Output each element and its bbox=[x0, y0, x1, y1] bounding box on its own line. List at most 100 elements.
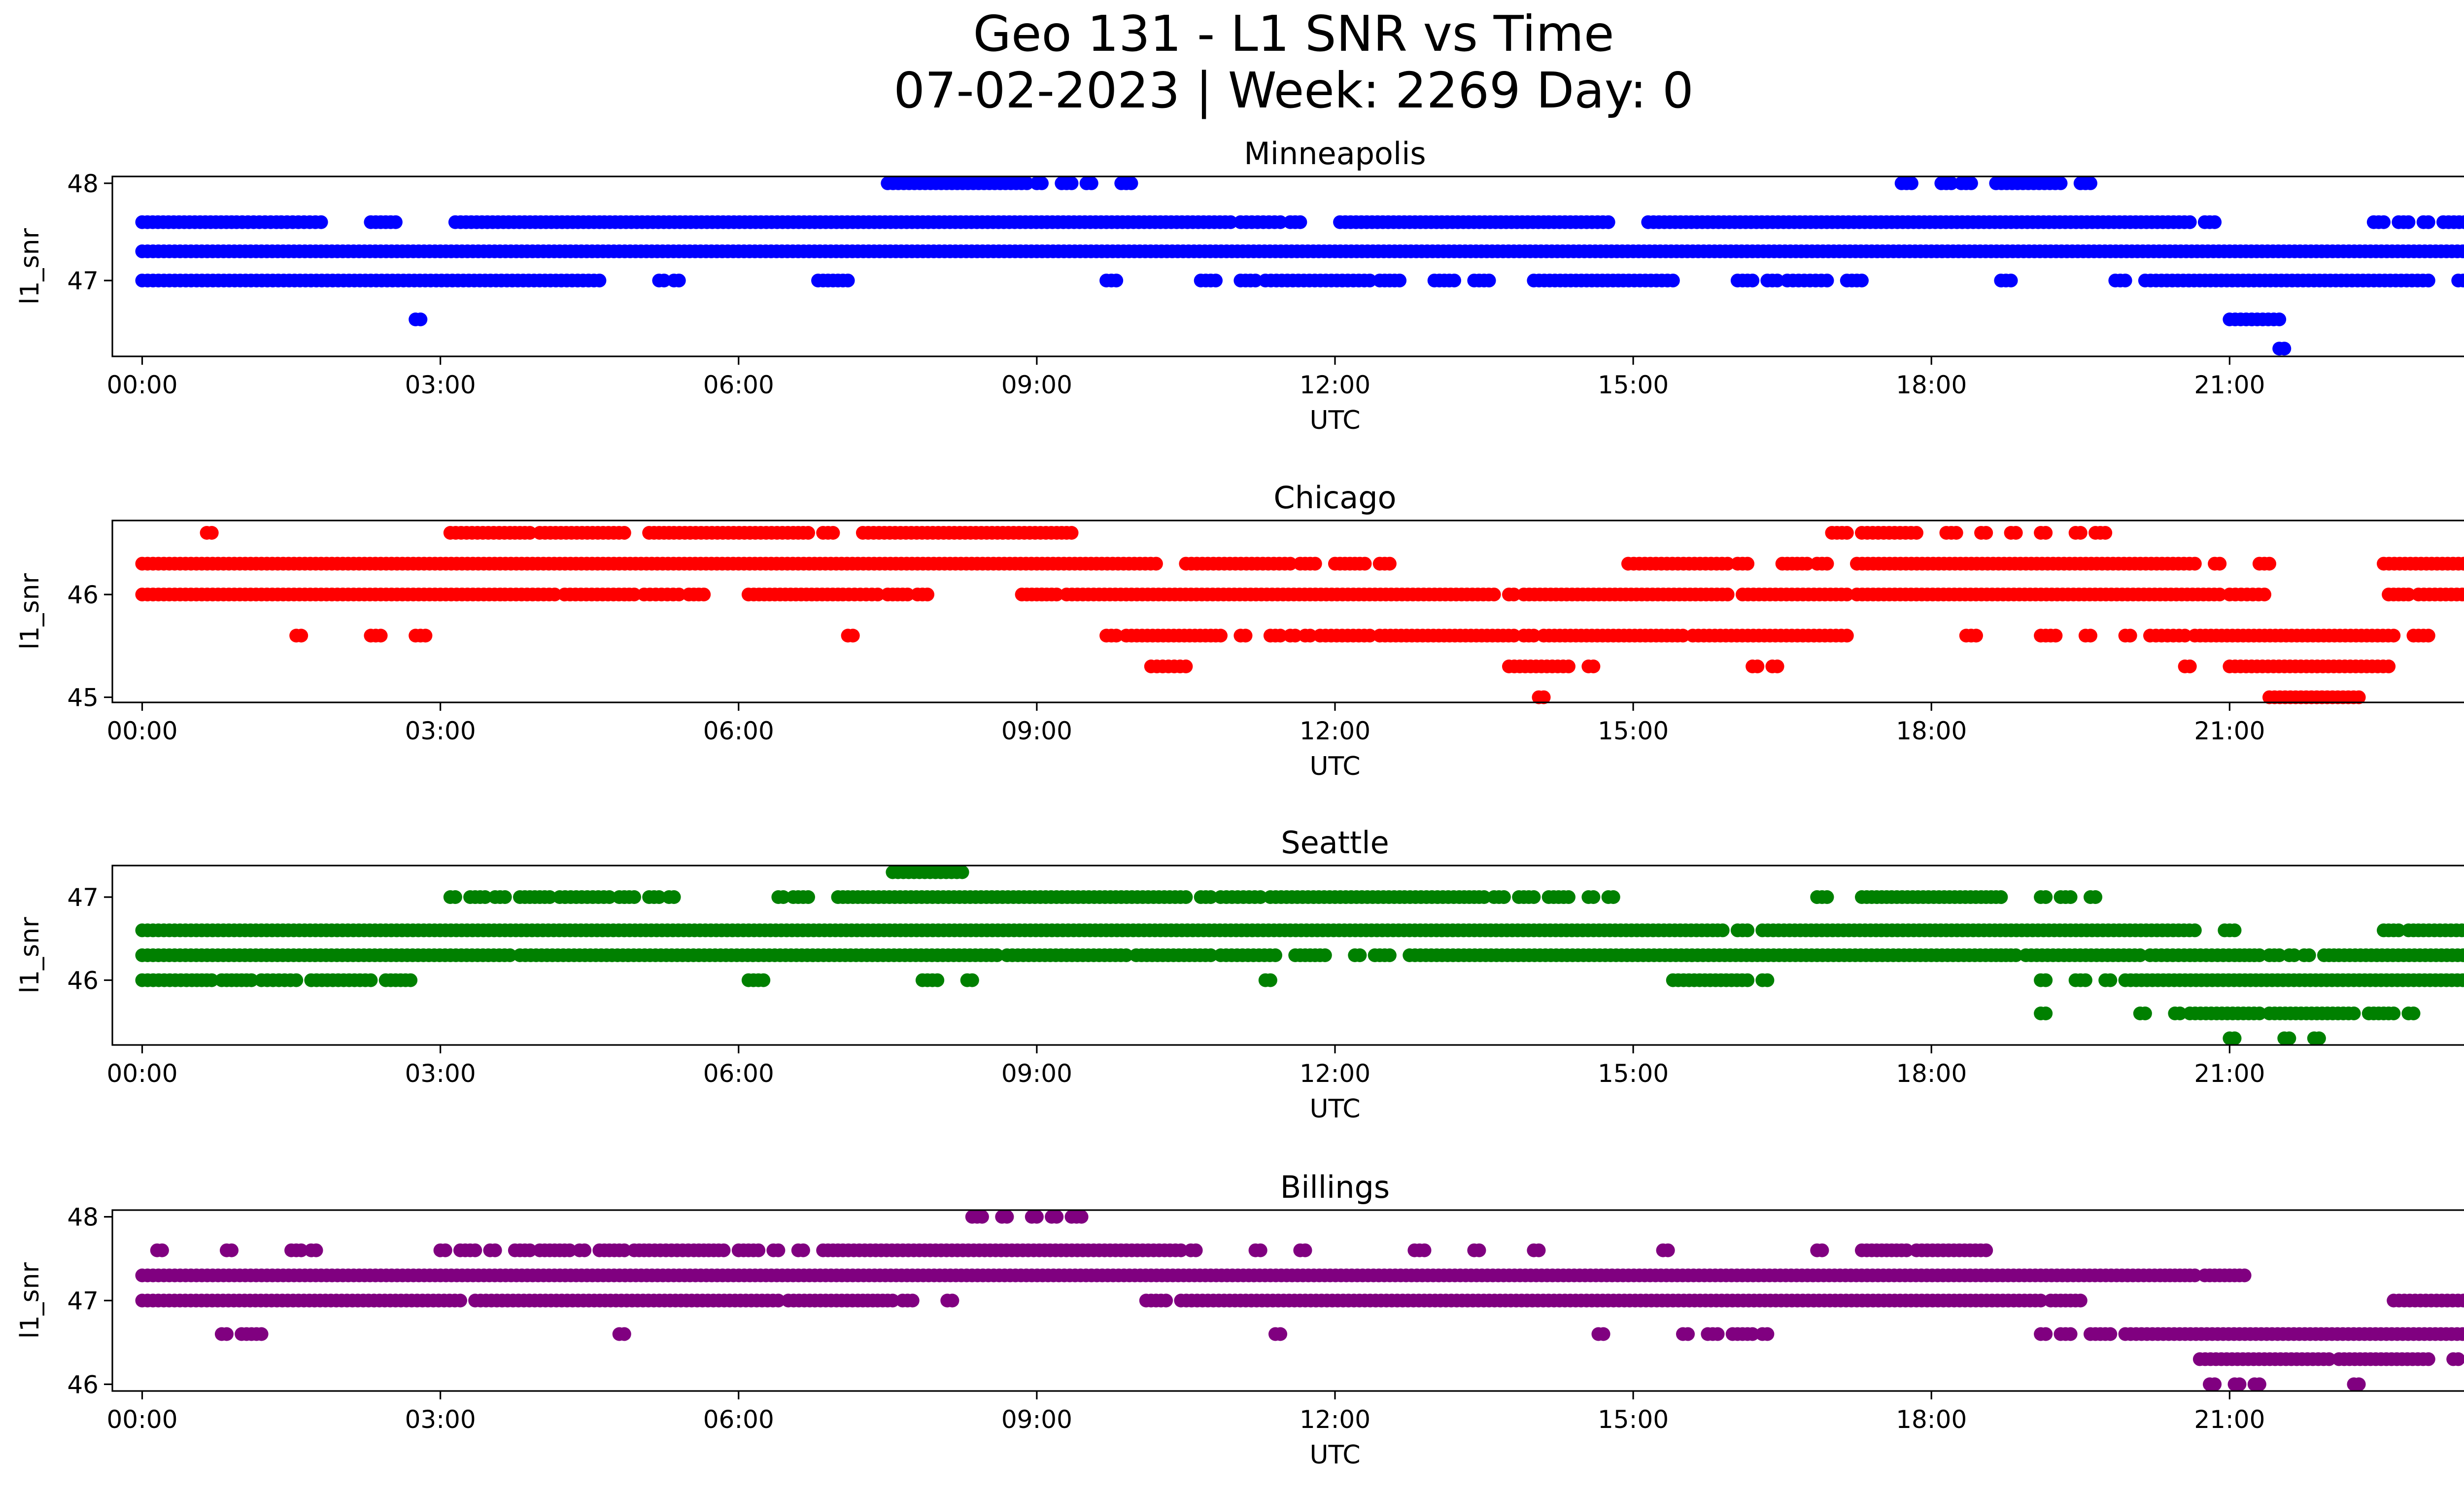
data-point bbox=[905, 1293, 920, 1308]
data-point bbox=[1238, 628, 1253, 643]
data-point bbox=[2387, 628, 2401, 643]
data-point bbox=[1253, 1243, 1267, 1257]
data-point bbox=[562, 1243, 577, 1257]
data-point bbox=[2456, 274, 2464, 288]
data-point bbox=[1979, 1243, 1993, 1257]
data-point bbox=[771, 1243, 786, 1257]
y-tick-label: 46 bbox=[67, 581, 99, 609]
x-tick-label: 03:00 bbox=[405, 717, 476, 745]
data-point bbox=[294, 628, 308, 643]
data-point bbox=[1820, 556, 1834, 571]
data-point bbox=[2009, 948, 2023, 962]
data-point bbox=[1711, 1327, 1725, 1341]
x-axis-label: UTC bbox=[1309, 1440, 1360, 1470]
data-point bbox=[1715, 923, 1730, 938]
data-point bbox=[667, 890, 681, 904]
data-point bbox=[1253, 890, 1267, 904]
data-point bbox=[2039, 1327, 2053, 1341]
data-point bbox=[1447, 274, 1461, 288]
data-point bbox=[1308, 556, 1322, 571]
x-tick-label: 12:00 bbox=[1300, 371, 1370, 399]
data-point bbox=[1820, 890, 1834, 904]
x-tick-label: 15:00 bbox=[1598, 717, 1669, 745]
subplot-title: Seattle bbox=[1281, 825, 1389, 861]
x-tick-label: 06:00 bbox=[703, 1405, 774, 1434]
data-point bbox=[1273, 215, 1288, 229]
data-point bbox=[945, 1293, 959, 1308]
data-point bbox=[2456, 244, 2464, 258]
data-point bbox=[2227, 923, 2242, 938]
data-point bbox=[672, 588, 686, 602]
data-point bbox=[2262, 556, 2276, 571]
data-point bbox=[2103, 1327, 2118, 1341]
data-point bbox=[503, 948, 517, 962]
data-point bbox=[2456, 1327, 2464, 1341]
data-point bbox=[886, 1293, 900, 1308]
data-point bbox=[1904, 176, 1918, 190]
data-point bbox=[1741, 923, 1755, 938]
y-axis-label: l1_snr bbox=[15, 573, 45, 650]
data-point bbox=[1363, 628, 1377, 643]
data-point bbox=[1527, 628, 1541, 643]
data-point bbox=[2213, 556, 2227, 571]
data-point bbox=[2188, 923, 2202, 938]
data-point bbox=[2461, 974, 2464, 986]
data-point bbox=[1109, 628, 1124, 643]
data-point bbox=[2462, 1295, 2464, 1306]
x-tick-label: 09:00 bbox=[1001, 717, 1072, 745]
data-point bbox=[796, 1243, 810, 1257]
data-point bbox=[2009, 526, 2023, 540]
data-point bbox=[548, 588, 562, 602]
data-point bbox=[1179, 660, 1193, 673]
data-point bbox=[2039, 526, 2053, 540]
y-axis-label: l1_snr bbox=[15, 228, 45, 305]
subplot-title: Billings bbox=[1280, 1169, 1390, 1205]
data-point bbox=[1119, 948, 1133, 962]
data-point bbox=[1050, 588, 1064, 602]
data-point bbox=[2401, 215, 2416, 229]
x-tick-label: 15:00 bbox=[1598, 1059, 1669, 1088]
data-point bbox=[2406, 1007, 2421, 1020]
data-point bbox=[289, 973, 304, 987]
data-point bbox=[2183, 215, 2197, 229]
x-axis-label: UTC bbox=[1309, 752, 1360, 781]
data-point bbox=[1273, 1327, 1288, 1341]
data-point bbox=[1382, 948, 1397, 962]
data-point bbox=[404, 973, 418, 987]
data-point bbox=[1273, 628, 1288, 643]
data-point bbox=[2073, 1293, 2088, 1308]
data-point bbox=[1815, 1243, 1829, 1257]
data-point bbox=[498, 890, 512, 904]
data-point bbox=[1029, 1210, 1044, 1224]
data-point bbox=[220, 1327, 234, 1341]
y-tick-label: 47 bbox=[67, 1287, 99, 1316]
data-point bbox=[2421, 274, 2435, 288]
data-point bbox=[1720, 556, 1735, 571]
scatter-series-seattle bbox=[135, 865, 2464, 1045]
data-point bbox=[468, 1243, 482, 1257]
data-point bbox=[617, 526, 631, 540]
x-tick-label: 03:00 bbox=[405, 371, 476, 399]
data-point bbox=[2173, 1007, 2187, 1020]
data-point bbox=[1507, 628, 1521, 643]
figure-title-line2: 07-02-2023 | Week: 2269 Day: 0 bbox=[893, 62, 1693, 119]
x-tick-label: 21:00 bbox=[2194, 371, 2265, 399]
data-point bbox=[1268, 948, 1282, 962]
data-point bbox=[2208, 1377, 2222, 1391]
data-point bbox=[2053, 176, 2068, 190]
data-point bbox=[1840, 628, 1854, 643]
y-tick-label: 47 bbox=[67, 883, 99, 912]
data-point bbox=[871, 588, 885, 602]
scatter-series-billings bbox=[135, 1210, 2464, 1391]
x-tick-label: 03:00 bbox=[405, 1059, 476, 1088]
data-point bbox=[1293, 215, 1307, 229]
x-tick-label: 15:00 bbox=[1598, 371, 1669, 399]
data-point bbox=[2401, 588, 2416, 602]
data-point bbox=[1382, 556, 1397, 571]
figure-title-line1: Geo 131 - L1 SNR vs Time bbox=[973, 5, 1614, 63]
data-point bbox=[1601, 215, 1615, 229]
data-point bbox=[225, 1243, 239, 1257]
data-point bbox=[2213, 588, 2227, 602]
data-point bbox=[2133, 948, 2147, 962]
